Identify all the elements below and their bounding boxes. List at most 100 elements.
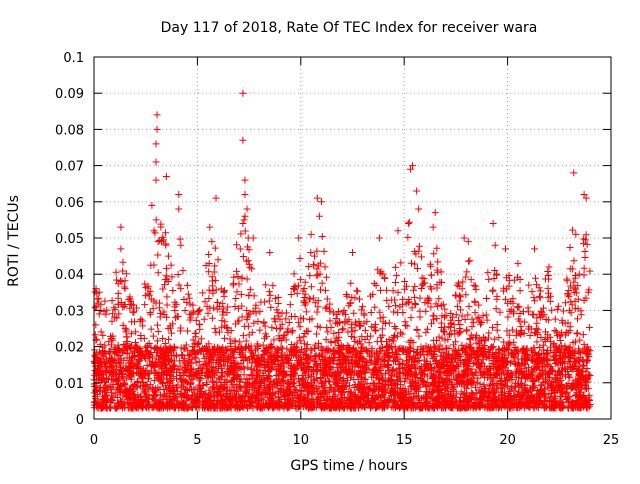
data-point — [209, 378, 216, 385]
data-point — [164, 301, 171, 308]
data-point — [472, 286, 479, 293]
data-point — [163, 293, 170, 300]
data-point — [392, 279, 399, 286]
data-point — [159, 285, 166, 292]
data-point — [232, 295, 239, 302]
data-point — [426, 296, 433, 303]
data-point — [236, 338, 243, 345]
data-point — [201, 316, 208, 323]
data-point — [321, 248, 328, 255]
data-point — [137, 316, 144, 323]
data-point — [165, 336, 172, 343]
data-point — [176, 282, 183, 289]
data-point — [291, 270, 298, 277]
data-point — [101, 298, 108, 305]
data-point — [209, 282, 216, 289]
data-point — [467, 335, 474, 342]
data-point — [427, 263, 434, 270]
data-point — [574, 330, 581, 337]
data-point — [241, 323, 248, 330]
data-point — [110, 304, 117, 311]
data-point — [244, 275, 251, 282]
data-point — [256, 327, 263, 334]
data-point — [262, 323, 269, 330]
data-point — [552, 316, 559, 323]
data-point — [347, 280, 354, 287]
data-point — [570, 257, 577, 264]
data-point — [322, 287, 329, 294]
data-point — [99, 332, 106, 339]
data-point — [390, 287, 397, 294]
data-point — [199, 289, 206, 296]
data-point — [323, 336, 330, 343]
data-point — [250, 320, 257, 327]
data-point — [472, 309, 479, 316]
data-point — [307, 296, 314, 303]
data-point — [307, 249, 314, 256]
data-point — [155, 328, 162, 335]
data-point — [569, 227, 576, 234]
data-point — [115, 290, 122, 297]
data-point — [321, 263, 328, 270]
data-point — [269, 282, 276, 289]
data-point — [232, 303, 239, 310]
data-point — [465, 258, 472, 265]
data-point — [319, 233, 326, 240]
data-point — [536, 293, 543, 300]
data-point — [420, 352, 427, 359]
data-point — [417, 313, 424, 320]
data-point — [480, 312, 487, 319]
data-point — [266, 288, 273, 295]
data-point — [241, 216, 248, 223]
data-point — [485, 329, 492, 336]
data-point — [213, 286, 220, 293]
data-point — [301, 294, 308, 301]
data-point — [567, 298, 574, 305]
data-point — [184, 282, 191, 289]
data-point — [470, 319, 477, 326]
data-point — [428, 271, 435, 278]
data-point — [529, 288, 536, 295]
data-point — [245, 257, 252, 264]
data-point — [570, 279, 577, 286]
data-point — [230, 280, 237, 287]
data-point — [497, 309, 504, 316]
data-point — [314, 308, 321, 315]
data-point — [466, 303, 473, 310]
data-point — [463, 268, 470, 275]
data-point — [113, 276, 120, 283]
data-point — [286, 319, 293, 326]
data-point — [150, 333, 157, 340]
data-point — [483, 311, 490, 318]
data-point — [313, 272, 320, 279]
data-point — [408, 314, 415, 321]
data-point — [368, 309, 375, 316]
data-point — [175, 271, 182, 278]
data-point — [495, 334, 502, 341]
data-point — [270, 336, 277, 343]
data-point — [393, 272, 400, 279]
data-point — [237, 246, 244, 253]
data-point — [221, 335, 228, 342]
data-point — [383, 287, 390, 294]
data-point — [310, 261, 317, 268]
data-point — [392, 302, 399, 309]
data-point — [452, 292, 459, 299]
data-point — [212, 277, 219, 284]
data-point — [404, 234, 411, 241]
data-point — [150, 261, 157, 268]
data-point — [574, 315, 581, 322]
data-point — [576, 337, 583, 344]
data-point — [567, 282, 574, 289]
data-point — [566, 358, 573, 365]
data-point — [257, 299, 264, 306]
data-point — [206, 287, 213, 294]
data-point — [418, 285, 425, 292]
data-point — [493, 305, 500, 312]
data-point — [490, 287, 497, 294]
data-point — [580, 331, 587, 338]
data-point — [448, 331, 455, 338]
data-point — [517, 323, 524, 330]
data-point — [576, 271, 583, 278]
data-point — [434, 258, 441, 265]
